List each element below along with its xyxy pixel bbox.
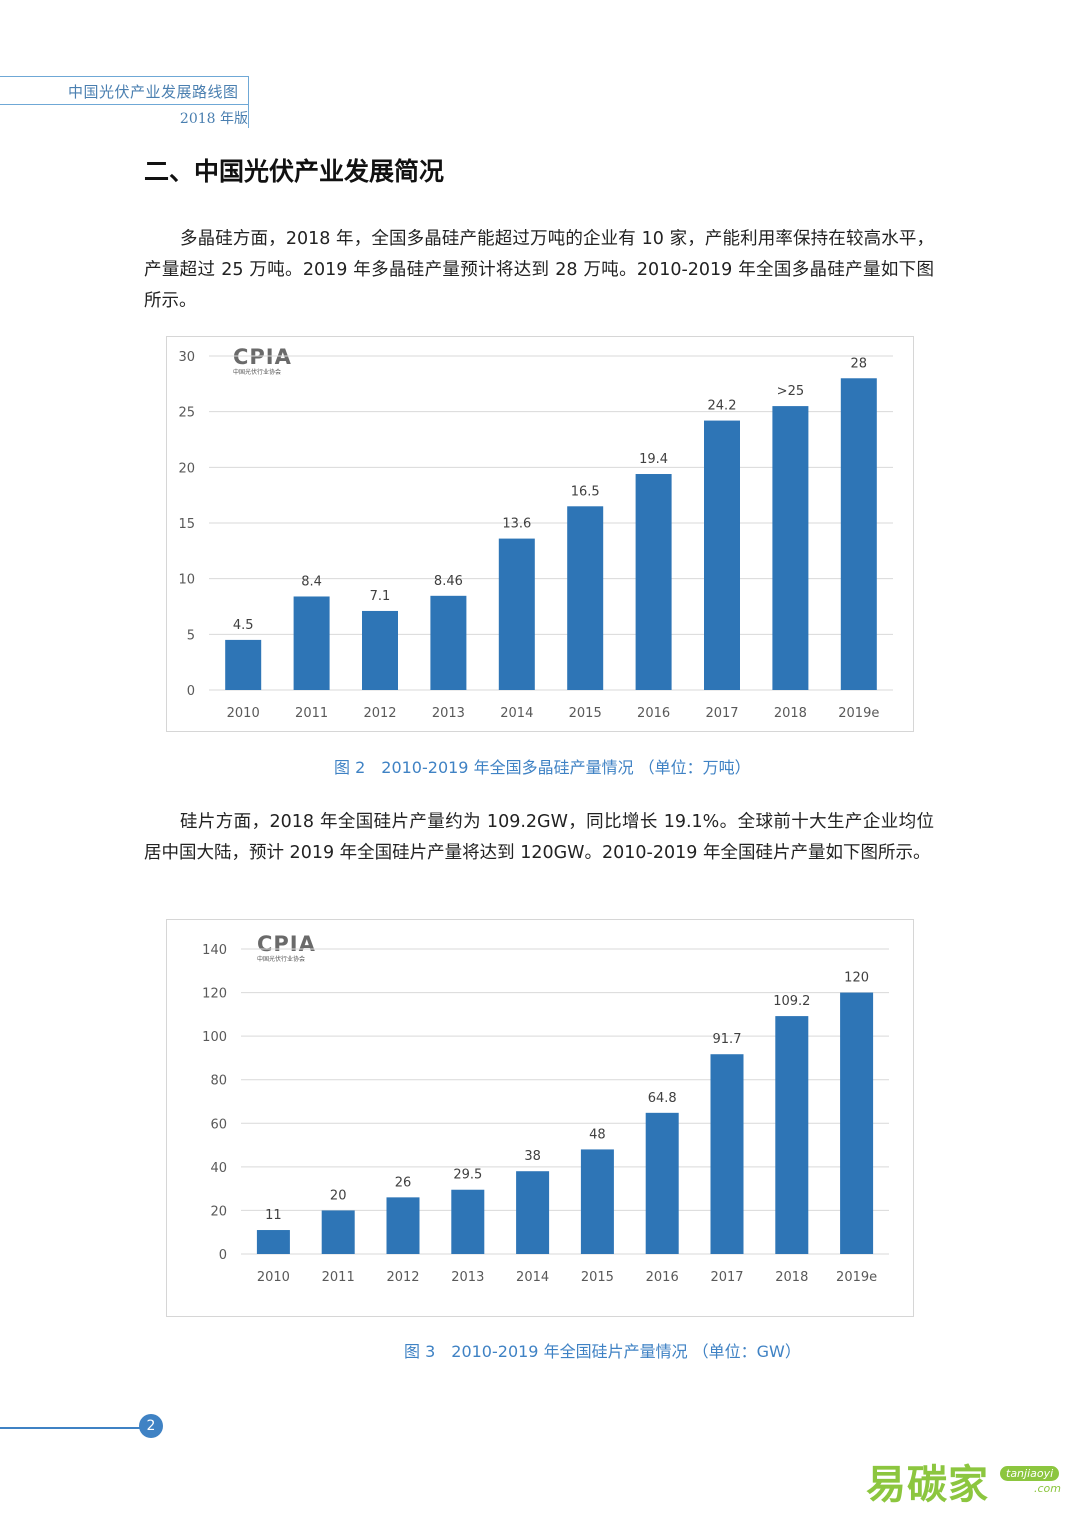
data-label-2016: 64.8 xyxy=(648,1091,677,1106)
data-label-2011: 20 xyxy=(330,1188,347,1203)
watermark-text: 易碳家 xyxy=(866,1462,989,1508)
x-tick-label-2011: 2011 xyxy=(295,706,328,721)
header-rule-bottom xyxy=(0,104,248,105)
bar-2014 xyxy=(516,1171,550,1254)
bar-2019e xyxy=(840,992,874,1254)
bar-2015 xyxy=(567,506,604,690)
x-tick-label-2013: 2013 xyxy=(451,1270,484,1285)
x-tick-label-2014: 2014 xyxy=(500,706,533,721)
bar-2015 xyxy=(580,1149,614,1254)
cpia-logo: CPIA 中国光伏行业协会 xyxy=(257,932,316,963)
watermark-tld: .com xyxy=(1034,1482,1061,1495)
bar-2011 xyxy=(293,596,330,690)
bar-2012 xyxy=(362,610,398,690)
bar-2014 xyxy=(498,538,535,690)
data-label-2012: 26 xyxy=(395,1175,412,1190)
x-tick-label-2017: 2017 xyxy=(705,706,738,721)
x-tick-label-2011: 2011 xyxy=(322,1270,355,1285)
y-tick-label: 20 xyxy=(178,461,195,476)
data-label-2013: 29.5 xyxy=(453,1168,482,1183)
y-tick-label: 0 xyxy=(187,684,195,699)
x-tick-label-2019e: 2019e xyxy=(838,706,879,721)
x-tick-label-2015: 2015 xyxy=(569,706,602,721)
x-tick-label-2018: 2018 xyxy=(774,706,807,721)
data-label-2018: >25 xyxy=(777,384,804,399)
data-label-2010: 11 xyxy=(265,1208,282,1223)
bar-2017 xyxy=(710,1054,744,1254)
chart-wafer-svg: 0 20 40 60 80 100 120 140 11 2010 20 2011 26 2012 29.5… xyxy=(202,943,889,1285)
data-label-2013: 8.46 xyxy=(434,574,463,589)
y-tick-label: 10 xyxy=(178,573,195,588)
header-rule-vertical xyxy=(248,76,249,128)
chart-polysilicon: CPIA 中国光伏行业协会 0 5 10 15 20 25 30 4.5 2010 8.4 2011… xyxy=(166,336,914,732)
y-tick-label: 60 xyxy=(210,1117,227,1132)
footer-rule xyxy=(0,1427,142,1429)
data-label-2015: 16.5 xyxy=(571,484,600,499)
y-tick-label: 25 xyxy=(178,406,195,421)
x-tick-label-2014: 2014 xyxy=(516,1270,549,1285)
x-tick-label-2018: 2018 xyxy=(775,1270,808,1285)
y-tick-label: 15 xyxy=(178,517,195,532)
bar-2010 xyxy=(256,1230,290,1254)
data-label-2018: 109.2 xyxy=(773,994,810,1009)
data-label-2016: 19.4 xyxy=(639,452,668,467)
x-tick-label-2016: 2016 xyxy=(637,706,670,721)
y-tick-label: 30 xyxy=(178,350,195,365)
document-title: 中国光伏产业发展路线图 xyxy=(68,83,239,101)
bar-2016 xyxy=(635,474,672,690)
cpia-logo: CPIA 中国光伏行业协会 xyxy=(233,345,292,376)
paragraph-polysilicon: 多晶硅方面，2018 年，全国多晶硅产能超过万吨的企业有 10 家，产能利用率保… xyxy=(144,229,934,311)
data-label-2014: 13.6 xyxy=(502,517,531,532)
chart-polysilicon-svg: 0 5 10 15 20 25 30 4.5 2010 8.4 2011 7.1 2012 8.46 201… xyxy=(178,350,893,721)
y-tick-label: 100 xyxy=(202,1030,227,1045)
data-label-2015: 48 xyxy=(589,1127,606,1142)
bar-2013 xyxy=(451,1189,485,1254)
bar-2019e xyxy=(840,378,877,690)
y-tick-label: 5 xyxy=(187,628,195,643)
data-label-2019e: 28 xyxy=(851,356,868,371)
x-tick-label-2012: 2012 xyxy=(363,706,396,721)
page-number: 2 xyxy=(139,1414,163,1438)
data-label-2014: 38 xyxy=(524,1149,541,1164)
x-tick-label-2017: 2017 xyxy=(710,1270,743,1285)
section-title: 二、中国光伏产业发展简况 xyxy=(144,157,445,186)
watermark-logo: 易碳家 tanjiaoyi .com xyxy=(866,1452,1061,1510)
data-label-2017: 24.2 xyxy=(708,399,737,414)
bar-2018 xyxy=(772,406,809,690)
chart-wafer: CPIA 中国光伏行业协会 0 20 40 60 80 100 120 140 11 2010 20… xyxy=(166,919,914,1317)
y-tick-label: 0 xyxy=(219,1248,227,1263)
y-tick-label: 80 xyxy=(210,1074,227,1089)
data-label-2012: 7.1 xyxy=(370,589,391,604)
bar-2013 xyxy=(430,595,467,690)
figure-caption-2: 图 2 2010-2019 年全国多晶硅产量情况 （单位：万吨） xyxy=(334,758,751,777)
watermark-domain: tanjiaoyi xyxy=(1000,1466,1060,1481)
bar-2018 xyxy=(775,1016,809,1254)
bar-2016 xyxy=(645,1112,679,1254)
bar-2010 xyxy=(225,639,262,690)
data-label-2011: 8.4 xyxy=(301,574,322,589)
y-tick-label: 140 xyxy=(202,943,227,958)
x-tick-label-2010: 2010 xyxy=(227,706,260,721)
x-tick-label-2012: 2012 xyxy=(386,1270,419,1285)
y-tick-label: 120 xyxy=(202,987,227,1002)
header-rule-top xyxy=(0,76,248,77)
bar-2011 xyxy=(321,1210,355,1254)
bar-2012 xyxy=(386,1197,420,1254)
x-tick-label-2016: 2016 xyxy=(646,1270,679,1285)
y-tick-label: 20 xyxy=(210,1204,227,1219)
document-edition: 2018 年版 xyxy=(179,111,248,127)
data-label-2019e: 120 xyxy=(844,971,869,986)
bar-2017 xyxy=(704,420,740,690)
x-tick-label-2015: 2015 xyxy=(581,1270,614,1285)
figure-caption-3: 图 3 2010-2019 年全国硅片产量情况 （单位：GW） xyxy=(404,1342,801,1361)
paragraph-wafer: 硅片方面，2018 年全国硅片产量约为 109.2GW，同比增长 19.1%。全… xyxy=(144,812,934,863)
x-tick-label-2013: 2013 xyxy=(432,706,465,721)
x-tick-label-2010: 2010 xyxy=(257,1270,290,1285)
x-tick-label-2019e: 2019e xyxy=(836,1270,877,1285)
y-tick-label: 40 xyxy=(210,1161,227,1176)
data-label-2010: 4.5 xyxy=(233,618,254,633)
data-label-2017: 91.7 xyxy=(713,1032,742,1047)
